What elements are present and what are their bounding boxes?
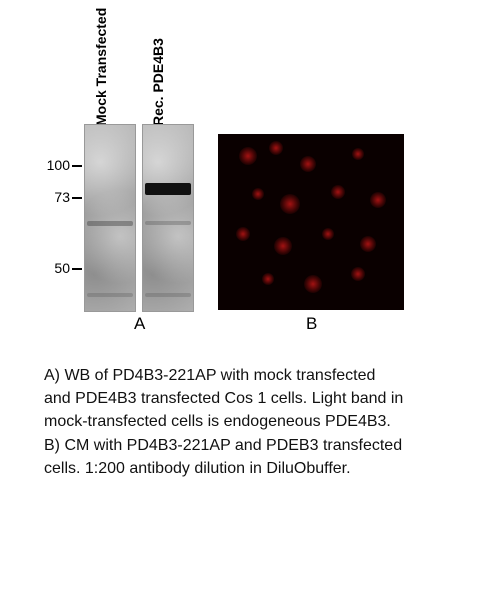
lane-label-mock: Mock Transfected — [93, 8, 109, 126]
mw-label-100: 100 — [42, 157, 70, 173]
panel-b-image — [218, 134, 404, 310]
fluorescent-cell — [304, 275, 322, 293]
mw-label-73: 73 — [42, 189, 70, 205]
fluorescent-cell — [360, 236, 376, 252]
band-rec-endogenous — [145, 221, 191, 225]
fluorescent-cell — [280, 194, 300, 214]
panel-letter-a: A — [134, 314, 145, 334]
band-mock-low — [87, 293, 133, 297]
fluorescent-cell — [239, 147, 257, 165]
panel-letter-b: B — [306, 314, 317, 334]
caption-line: A) WB of PD4B3-221AP with mock transfect… — [44, 364, 464, 387]
figure-area: Mock Transfected Rec. PDE4B3 100 73 50 A… — [44, 14, 464, 339]
fluorescent-cell — [370, 192, 386, 208]
band-mock-endogenous — [87, 221, 133, 226]
mw-tick-73 — [72, 197, 82, 199]
fluorescent-cell — [351, 267, 365, 281]
fluorescent-cell — [269, 141, 283, 155]
caption-line: cells. 1:200 antibody dilution in DiluOb… — [44, 457, 464, 480]
fluorescent-cell — [236, 227, 250, 241]
band-rec-main — [145, 183, 191, 195]
fluorescent-cell — [274, 237, 292, 255]
fluorescent-cell — [352, 148, 364, 160]
mw-label-50: 50 — [42, 260, 70, 276]
blot-lane-rec — [142, 124, 194, 312]
fluorescent-cell — [262, 273, 274, 285]
fluorescent-cell — [322, 228, 334, 240]
fluorescent-cell — [300, 156, 316, 172]
caption-line: mock-transfected cells is endogeneous PD… — [44, 410, 464, 433]
blot-lane-mock — [84, 124, 136, 312]
band-rec-low — [145, 293, 191, 297]
mw-tick-100 — [72, 165, 82, 167]
lane-label-rec: Rec. PDE4B3 — [150, 38, 166, 126]
mw-tick-50 — [72, 268, 82, 270]
caption-line: and PDE4B3 transfected Cos 1 cells. Ligh… — [44, 387, 464, 410]
caption-line: B) CM with PD4B3-221AP and PDEB3 transfe… — [44, 434, 464, 457]
fluorescent-cell — [252, 188, 264, 200]
fluorescent-cell — [331, 185, 345, 199]
figure-caption: A) WB of PD4B3-221AP with mock transfect… — [44, 364, 464, 480]
